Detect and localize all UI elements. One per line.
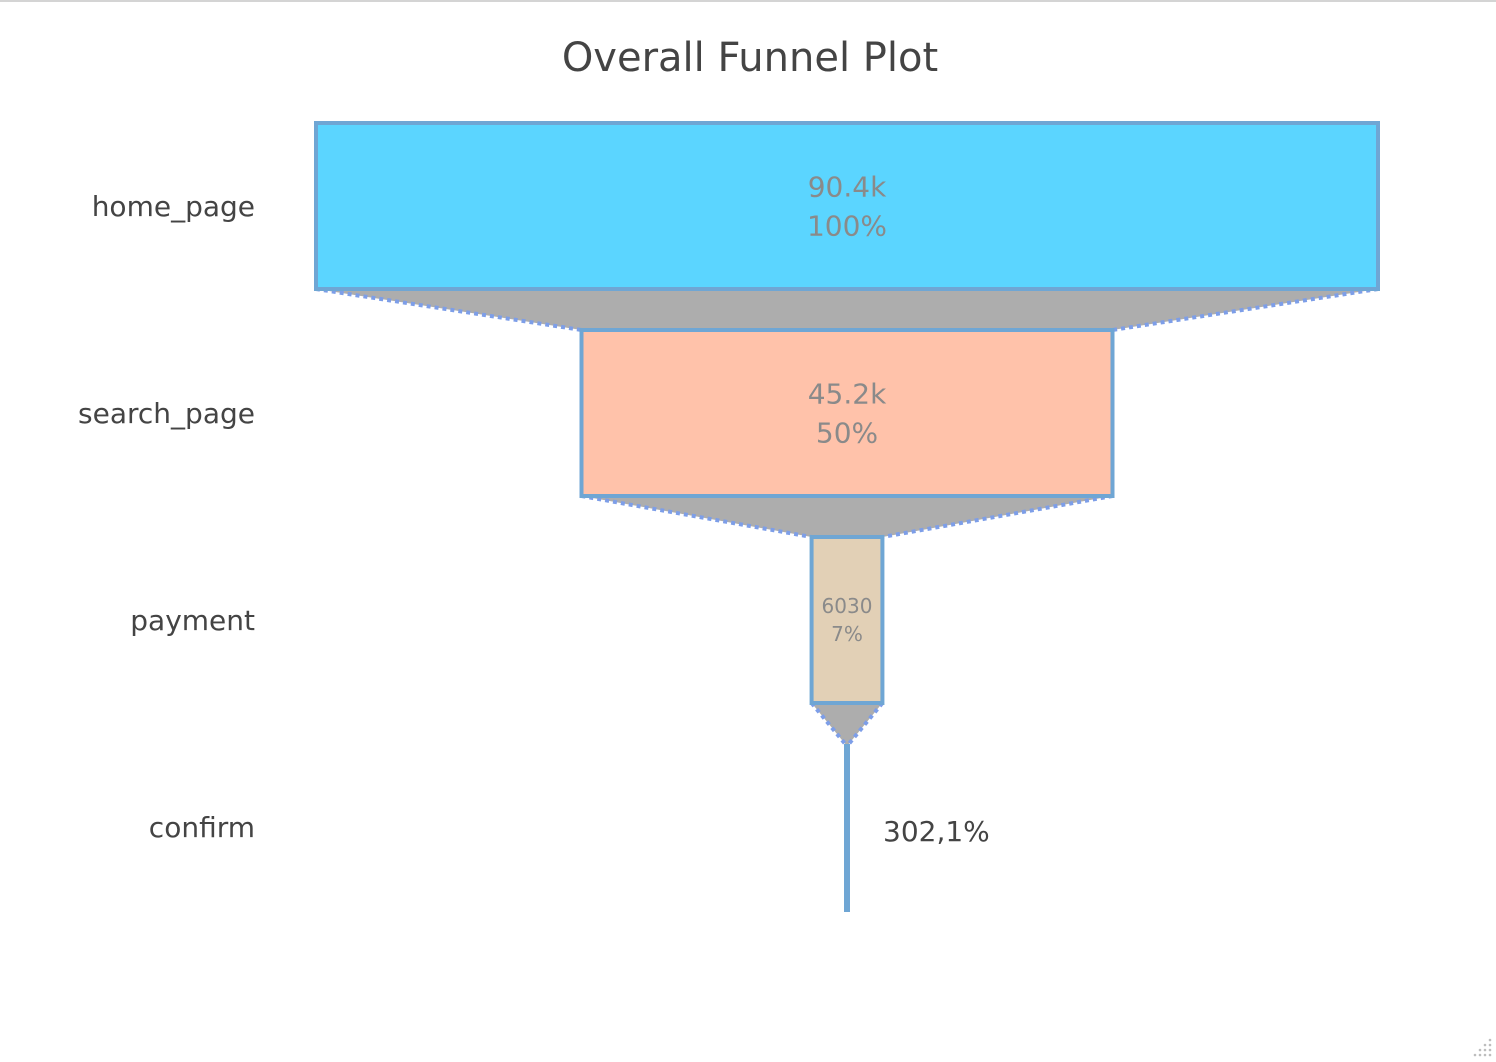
funnel-bar-home_page <box>314 121 1380 291</box>
percent-label-home_page: 100% <box>807 210 887 243</box>
chart-title: Overall Funnel Plot <box>562 35 938 81</box>
funnel-connector-edge-right-2 <box>882 494 1113 539</box>
funnel-connector-2 <box>581 496 1113 537</box>
funnel-bar-confirm <box>844 744 850 912</box>
funnel-connector-edge-left-3 <box>810 701 847 746</box>
value-label-payment: 6030 <box>822 594 873 618</box>
value-label-confirm: 302,1% <box>883 815 990 848</box>
percent-label-search_page: 50% <box>816 417 878 450</box>
top-border <box>0 0 1496 2</box>
funnel-bar-search_page <box>579 328 1115 498</box>
category-label-confirm: confirm <box>149 811 255 844</box>
funnel-connector-3 <box>811 703 883 744</box>
funnel-connector-edge-left-2 <box>581 494 812 539</box>
category-label-home_page: home_page <box>92 190 255 223</box>
funnel-connector-edge-right-3 <box>847 701 884 746</box>
resize-handle-icon <box>1473 1038 1492 1057</box>
funnel-connector-1 <box>316 289 1378 330</box>
funnel-bar-payment <box>809 535 885 705</box>
funnel-value-labels: 90.4k 100% 45.2k 50% 6030 7% 302,1% <box>807 170 990 848</box>
funnel-connectors <box>315 287 1379 746</box>
value-label-home_page: 90.4k <box>808 170 887 203</box>
funnel-bars <box>314 121 1380 912</box>
percent-label-payment: 7% <box>831 622 863 646</box>
value-label-search_page: 45.2k <box>808 377 887 410</box>
category-label-search_page: search_page <box>78 397 255 430</box>
category-label-payment: payment <box>130 604 255 637</box>
